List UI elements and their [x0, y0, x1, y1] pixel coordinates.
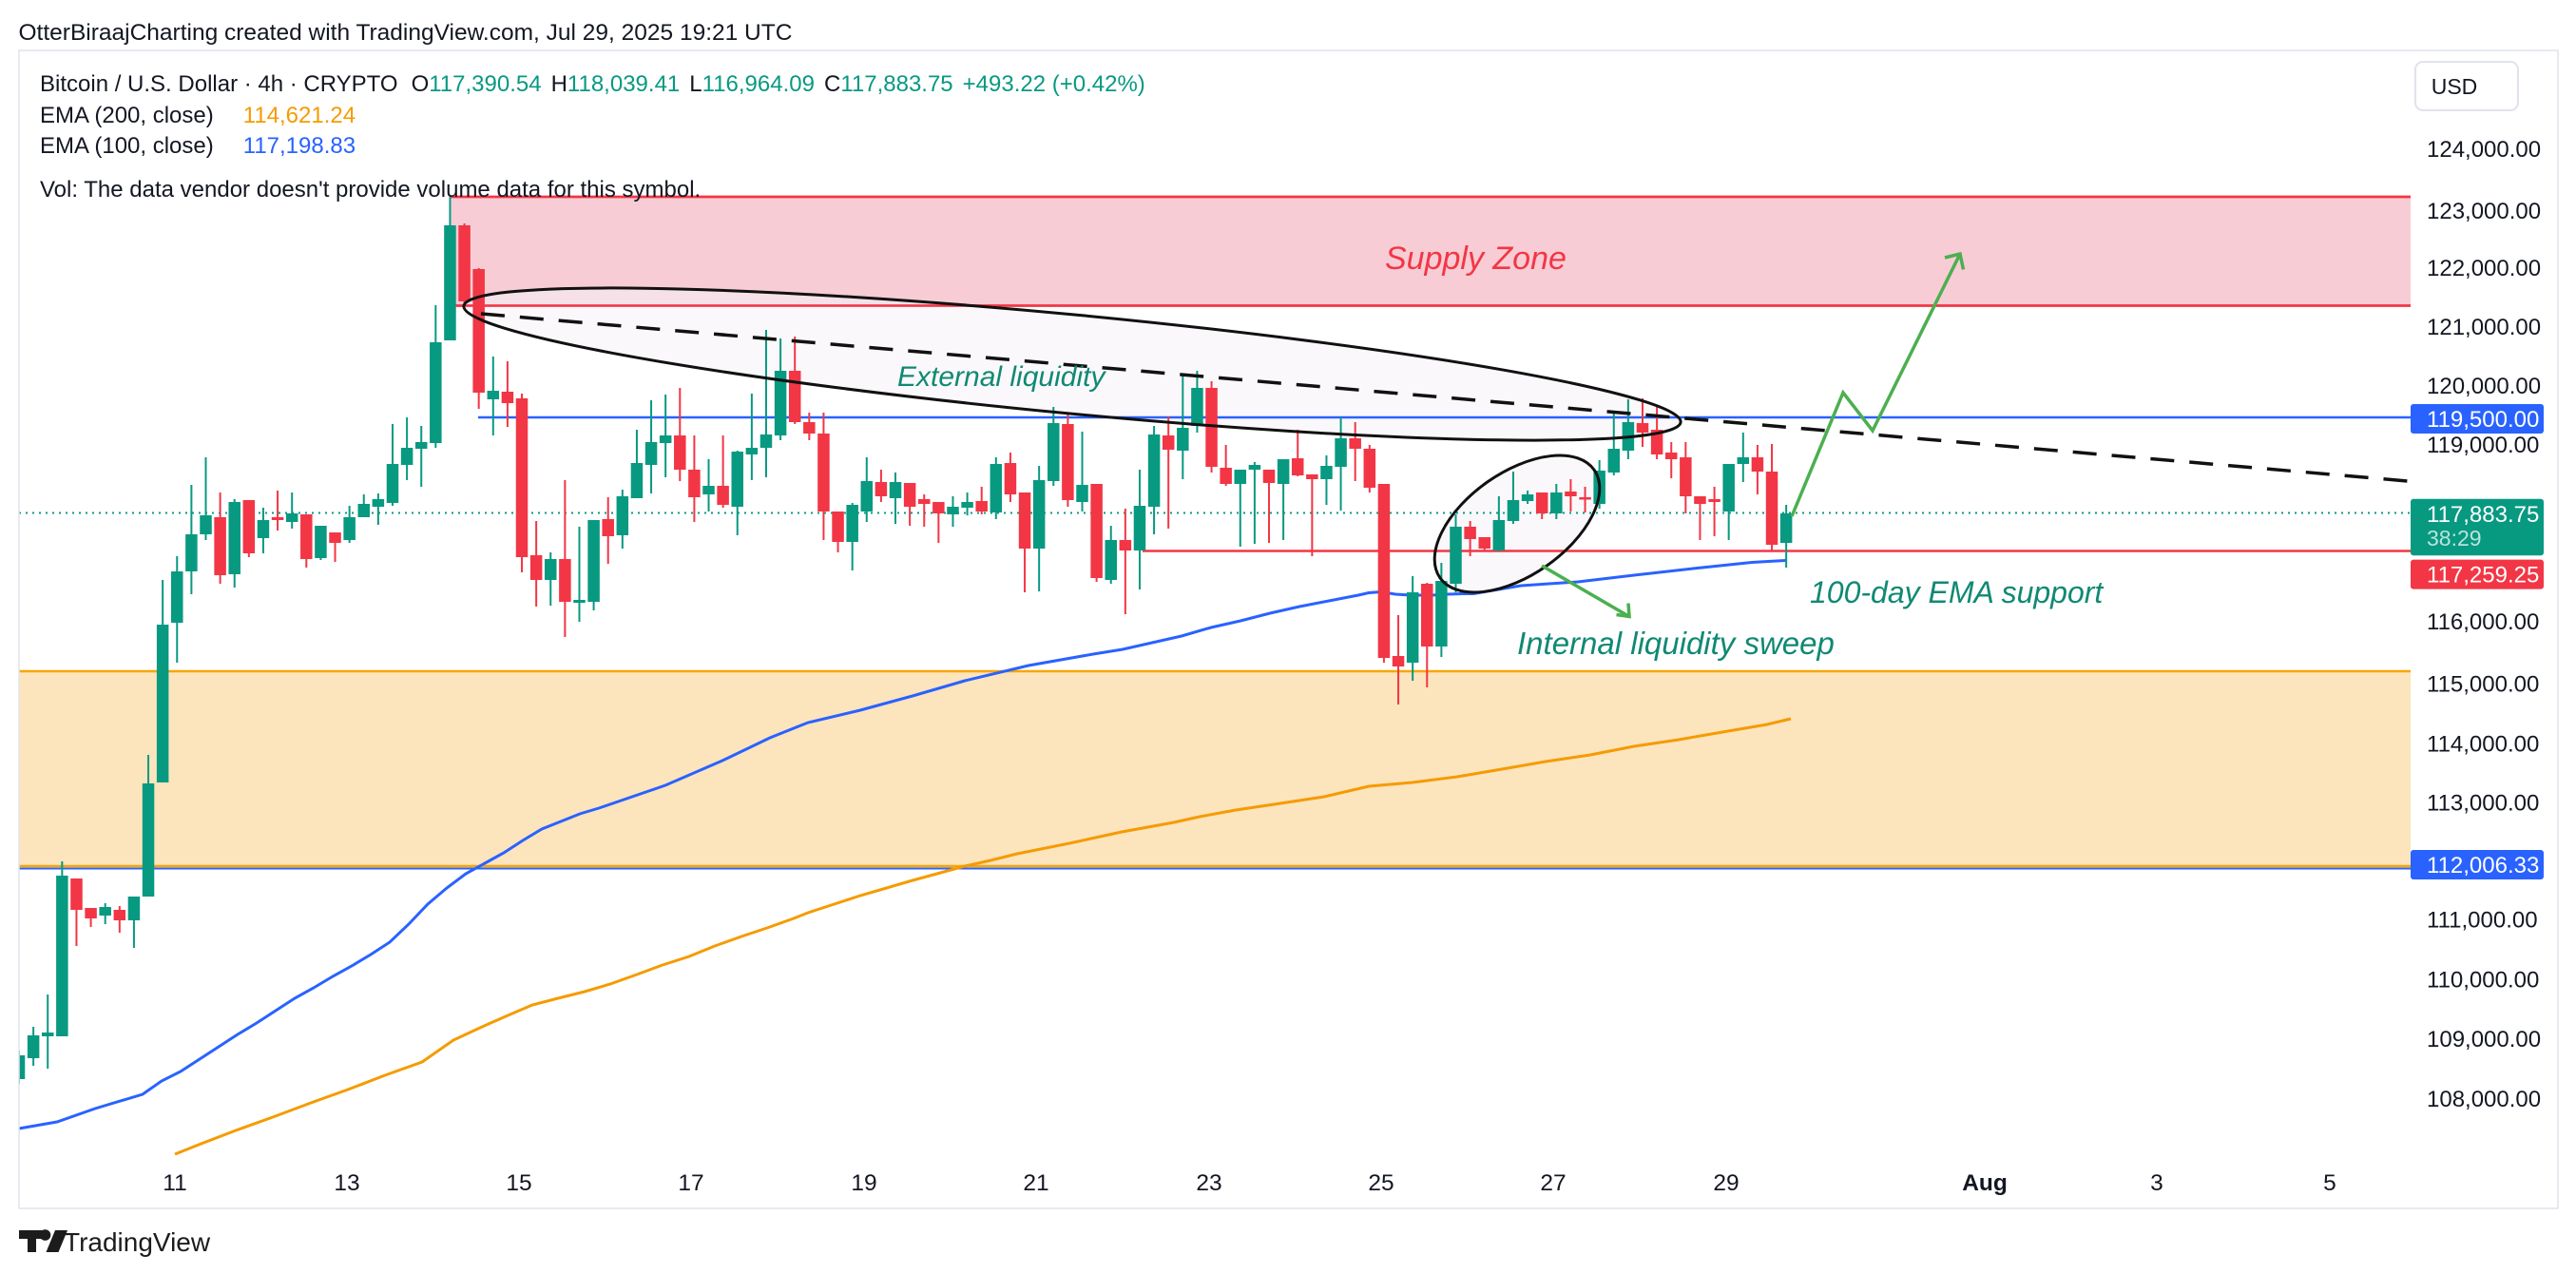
svg-text:111,000.00: 111,000.00: [2427, 908, 2538, 934]
svg-text:123,000.00: 123,000.00: [2427, 199, 2541, 224]
svg-text:Internal liquidity sweep: Internal liquidity sweep: [1517, 626, 1835, 661]
svg-text:117,259.25: 117,259.25: [2427, 563, 2539, 589]
svg-text:113,000.00: 113,000.00: [2427, 791, 2539, 817]
svg-text:27: 27: [1540, 1170, 1566, 1196]
svg-text:100-day EMA support: 100-day EMA support: [1810, 575, 2104, 609]
svg-text:5: 5: [2323, 1170, 2336, 1196]
svg-text:121,000.00: 121,000.00: [2427, 315, 2541, 340]
svg-text:Aug: Aug: [1962, 1170, 2008, 1196]
svg-text:29: 29: [1713, 1170, 1739, 1196]
svg-text:119,500.00: 119,500.00: [2427, 407, 2539, 433]
svg-text:117,883.75: 117,883.75: [2427, 502, 2539, 528]
svg-text:TradingView: TradingView: [64, 1227, 211, 1257]
svg-text:122,000.00: 122,000.00: [2427, 256, 2541, 281]
svg-text:109,000.00: 109,000.00: [2427, 1027, 2541, 1052]
svg-text:USD: USD: [2432, 74, 2478, 99]
svg-text:Bitcoin / U.S. Dollar · 4h · C: Bitcoin / U.S. Dollar · 4h · CRYPTO O117,…: [40, 71, 1145, 97]
svg-text:119,000.00: 119,000.00: [2427, 433, 2539, 458]
svg-text:21: 21: [1023, 1170, 1048, 1196]
svg-text:108,000.00: 108,000.00: [2427, 1087, 2541, 1112]
svg-text:EMA (200, close)114,621.24: EMA (200, close) 114,621.24: [40, 103, 356, 128]
svg-text:15: 15: [506, 1170, 531, 1196]
svg-text:25: 25: [1368, 1170, 1394, 1196]
svg-text:External liquidity: External liquidity: [897, 361, 1106, 393]
svg-text:3: 3: [2150, 1170, 2163, 1196]
svg-text:112,006.33: 112,006.33: [2427, 853, 2539, 878]
svg-text:19: 19: [851, 1170, 876, 1196]
svg-text:17: 17: [678, 1170, 703, 1196]
svg-text:115,000.00: 115,000.00: [2427, 672, 2539, 698]
svg-text:23: 23: [1196, 1170, 1221, 1196]
svg-text:116,000.00: 116,000.00: [2427, 609, 2539, 635]
svg-text:38:29: 38:29: [2427, 526, 2482, 550]
svg-text:120,000.00: 120,000.00: [2427, 374, 2541, 399]
svg-text:Vol: The data vendor doesn't p: Vol: The data vendor doesn't provide vol…: [40, 177, 701, 203]
svg-text:110,000.00: 110,000.00: [2427, 967, 2539, 993]
svg-text:OtterBiraajCharting created wi: OtterBiraajCharting created with Trading…: [19, 20, 793, 46]
svg-text:13: 13: [334, 1170, 359, 1196]
svg-text:124,000.00: 124,000.00: [2427, 137, 2541, 163]
svg-text:Supply Zone: Supply Zone: [1385, 241, 1567, 277]
svg-text:EMA (100, close)117,198.83: EMA (100, close) 117,198.83: [40, 133, 356, 159]
svg-text:11: 11: [163, 1170, 186, 1196]
svg-text:114,000.00: 114,000.00: [2427, 731, 2539, 757]
